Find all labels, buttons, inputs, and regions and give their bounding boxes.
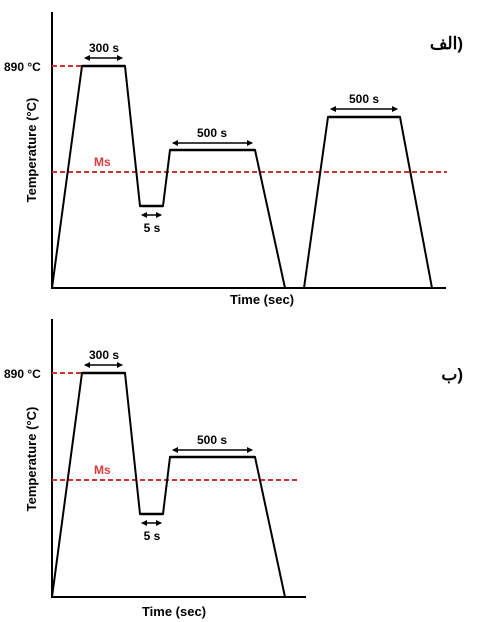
hold-time-label: 300 s bbox=[89, 41, 119, 55]
hold-time-label: 5 s bbox=[144, 529, 161, 543]
y-axis-label: Temperature (°C) bbox=[24, 407, 39, 512]
y-axis-label: Temperature (°C) bbox=[24, 98, 39, 203]
x-axis-label: Time (sec) bbox=[142, 604, 206, 619]
panel-alef: Temperature (°C) Time (sec) 890 °C الف) … bbox=[4, 12, 463, 307]
hold-time-label: 500 s bbox=[349, 92, 379, 106]
panel-be: Temperature (°C) Time (sec) 890 °C ب) Ms… bbox=[4, 319, 463, 619]
thermal-profile-second bbox=[303, 116, 433, 289]
ms-label: Ms bbox=[94, 463, 111, 477]
thermal-profile bbox=[51, 65, 286, 289]
temperature-label: 890 °C bbox=[4, 60, 41, 74]
ms-label: Ms bbox=[94, 155, 111, 169]
hold-time-label: 500 s bbox=[197, 126, 227, 140]
temperature-label: 890 °C bbox=[4, 367, 41, 381]
hold-time-label: 5 s bbox=[144, 221, 161, 235]
thermal-profile bbox=[51, 372, 286, 598]
hold-time-label: 500 s bbox=[197, 433, 227, 447]
x-axis-label: Time (sec) bbox=[230, 292, 294, 307]
panel-label: ب) bbox=[441, 365, 463, 384]
hold-time-label: 300 s bbox=[89, 348, 119, 362]
panel-label: الف) bbox=[430, 34, 463, 53]
